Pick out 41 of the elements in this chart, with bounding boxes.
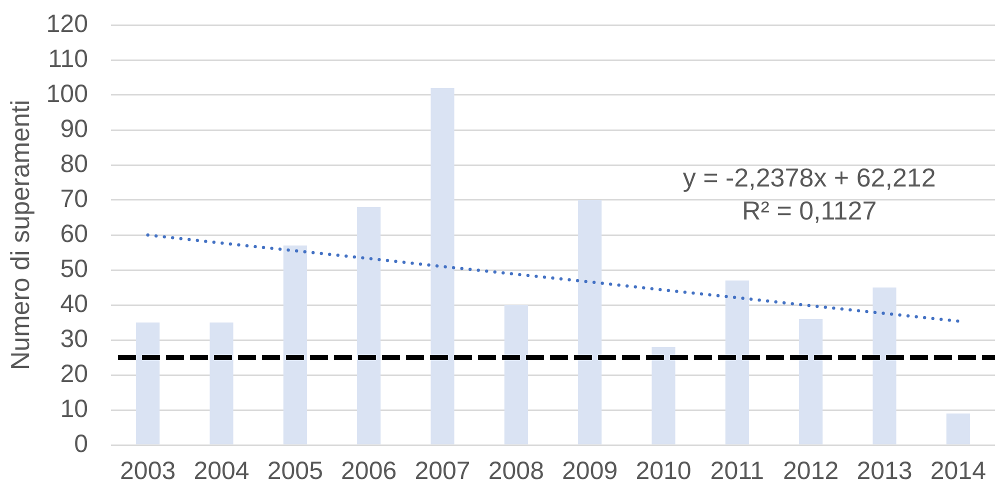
bar xyxy=(430,88,454,444)
x-tick-label: 2003 xyxy=(120,456,176,485)
y-tick-label: 80 xyxy=(60,150,88,178)
bar xyxy=(578,200,602,444)
line-series xyxy=(146,233,960,323)
y-tick-label: 10 xyxy=(60,394,88,423)
x-tick-label: 2010 xyxy=(636,456,692,485)
x-tick-label: 2005 xyxy=(267,456,323,485)
y-tick-label: 70 xyxy=(60,184,88,213)
bar xyxy=(799,319,823,444)
bar xyxy=(283,246,307,444)
bar xyxy=(872,288,896,444)
x-tick-label: 2013 xyxy=(856,456,912,485)
bar xyxy=(210,322,234,444)
x-tick-label: 2006 xyxy=(341,456,397,485)
x-tick-label: 2004 xyxy=(194,456,250,485)
bar xyxy=(725,280,749,444)
y-tick-label: 20 xyxy=(60,360,88,388)
y-tick-label: 100 xyxy=(46,80,88,108)
y-axis-title: Numero di superamenti xyxy=(4,100,35,370)
x-tick-label: 2009 xyxy=(562,456,618,485)
annotation: y = -2,2378x + 62,212 xyxy=(682,162,936,193)
bar xyxy=(652,347,676,444)
x-tick-label: 2007 xyxy=(414,456,470,485)
y-tick-label: 40 xyxy=(60,290,88,318)
bar xyxy=(946,414,970,444)
x-tick-label: 2011 xyxy=(710,456,764,485)
bar xyxy=(136,322,160,444)
annotation: R² = 0,1127 xyxy=(742,196,877,226)
y-tick-label: 90 xyxy=(60,114,88,143)
y-tick-label: 30 xyxy=(60,324,88,353)
bar xyxy=(504,305,528,444)
y-tick-label: 60 xyxy=(60,220,88,248)
y-tick-label: 0 xyxy=(74,430,88,458)
y-tick-label: 110 xyxy=(48,44,88,73)
bar xyxy=(357,207,381,444)
x-tick-label: 2014 xyxy=(930,456,986,485)
x-tick-label: 2008 xyxy=(488,456,544,485)
y-tick-label: 120 xyxy=(46,10,88,38)
y-tick-label: 50 xyxy=(60,254,88,283)
x-tick-label: 2012 xyxy=(783,456,839,485)
